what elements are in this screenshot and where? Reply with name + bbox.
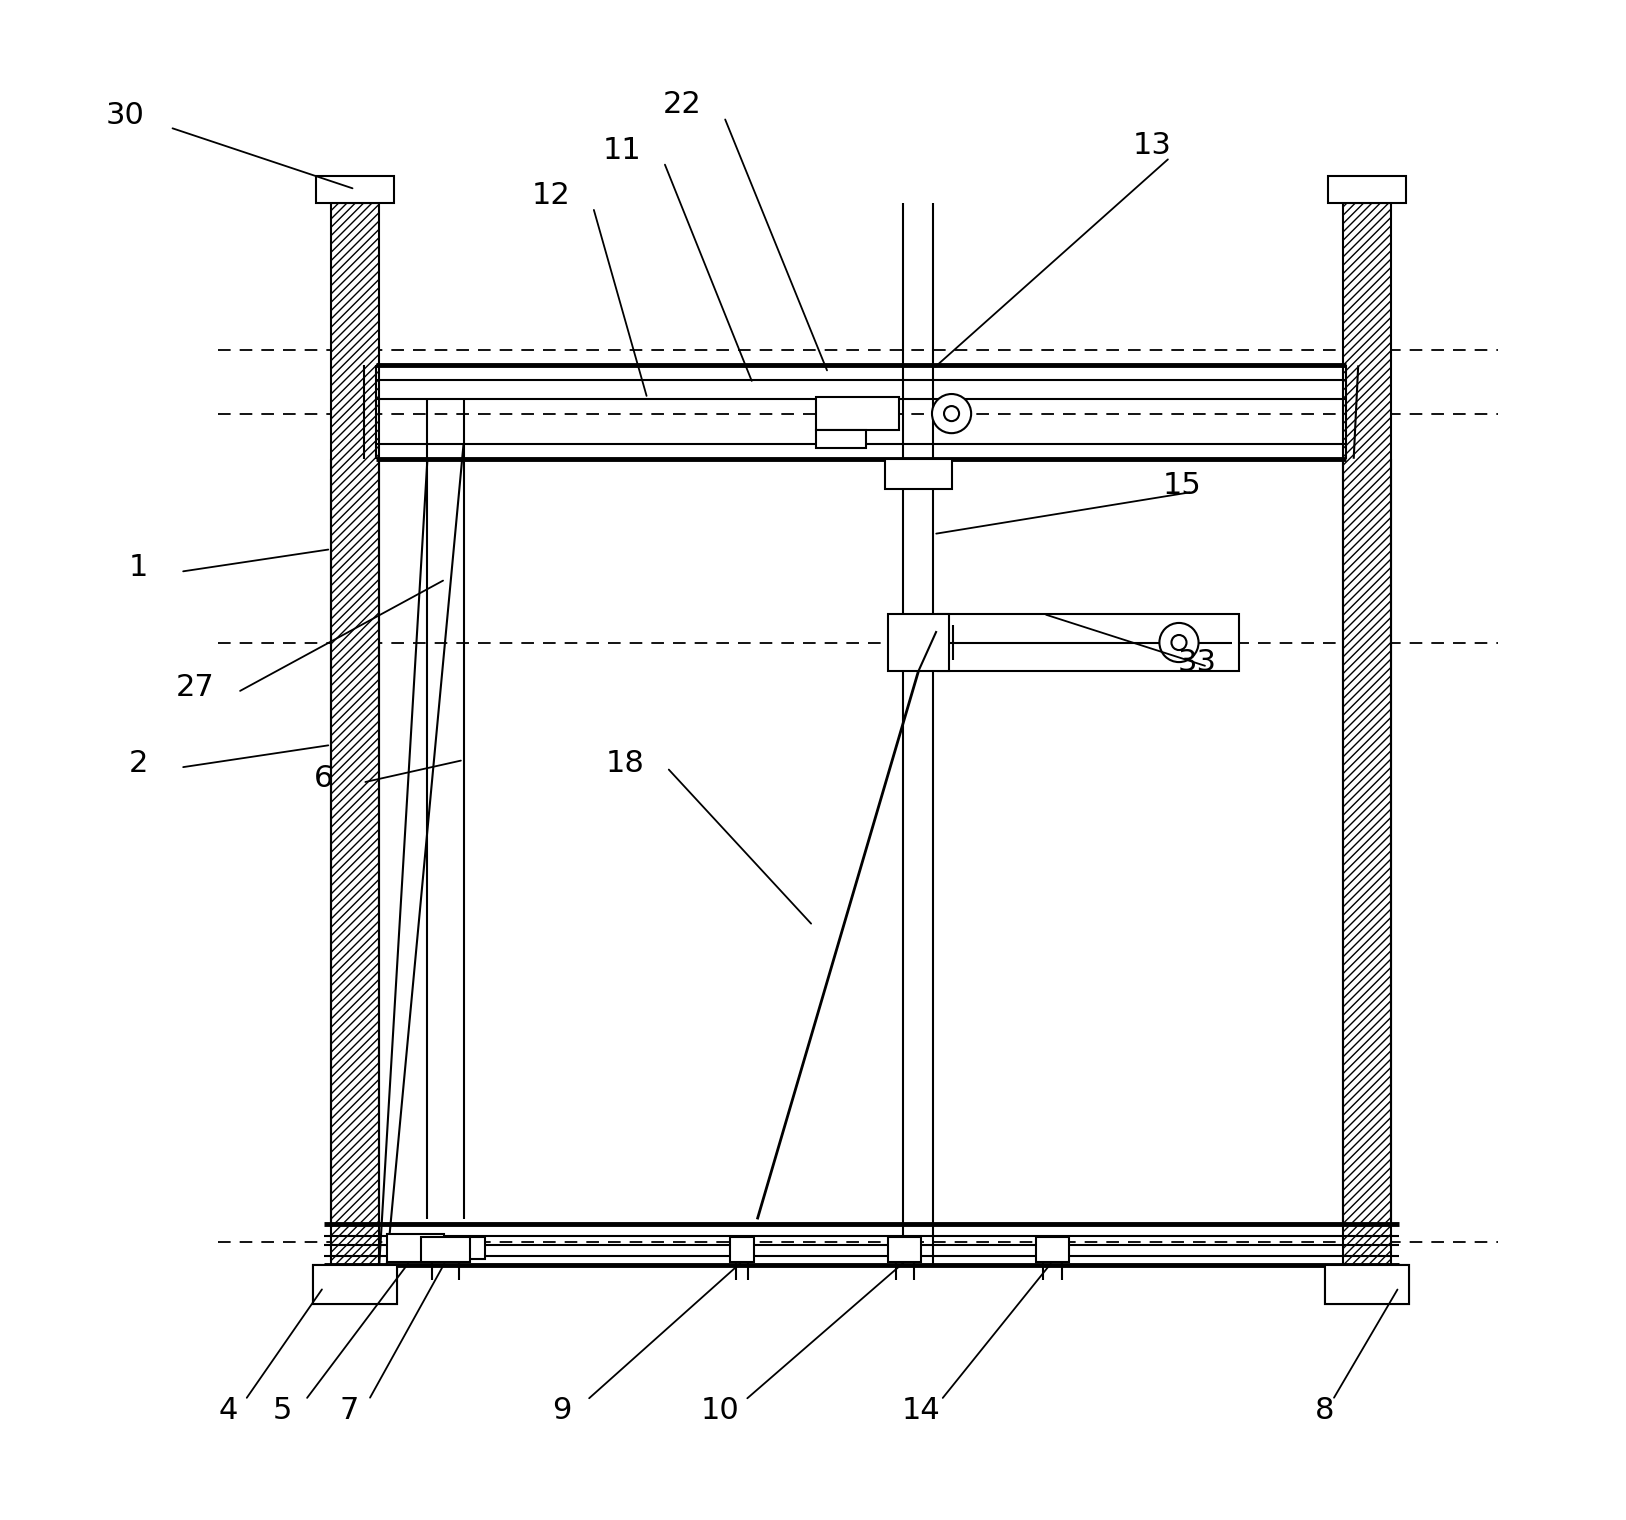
Text: 1: 1 [128, 553, 148, 582]
Text: 13: 13 [1132, 131, 1171, 160]
Bar [816, 397, 899, 430]
Bar [1343, 202, 1392, 1265]
Text: 5: 5 [273, 1397, 293, 1426]
Bar [1328, 176, 1406, 202]
Bar [312, 1265, 397, 1304]
Bar [885, 459, 951, 489]
Text: 11: 11 [602, 135, 641, 164]
Text: 18: 18 [605, 748, 644, 778]
Bar [1036, 1237, 1068, 1262]
Bar [730, 1237, 754, 1262]
Bar [1325, 1265, 1410, 1304]
Bar [315, 176, 393, 202]
Bar [1325, 1265, 1410, 1304]
Bar [816, 430, 865, 448]
Bar [312, 1265, 397, 1304]
Bar [888, 1237, 922, 1262]
Text: 30: 30 [106, 100, 145, 129]
Text: 22: 22 [662, 90, 701, 120]
Circle shape [1171, 635, 1187, 651]
Bar [332, 202, 379, 1265]
Text: 14: 14 [902, 1397, 941, 1426]
Bar [888, 614, 948, 672]
Text: 6: 6 [314, 763, 333, 792]
Text: 4: 4 [220, 1397, 239, 1426]
Bar [387, 1234, 444, 1262]
Text: 12: 12 [532, 181, 571, 210]
Text: 27: 27 [176, 673, 215, 702]
Circle shape [1159, 623, 1198, 663]
Bar [938, 614, 1239, 672]
Text: 33: 33 [1177, 648, 1216, 676]
Text: 7: 7 [340, 1397, 359, 1426]
Text: 2: 2 [128, 748, 148, 778]
Text: 15: 15 [1163, 471, 1202, 500]
Text: 9: 9 [551, 1397, 571, 1426]
Text: 10: 10 [701, 1397, 738, 1426]
Bar [467, 1237, 485, 1259]
Circle shape [932, 394, 971, 433]
Bar [421, 1237, 470, 1262]
Text: 8: 8 [1315, 1397, 1335, 1426]
Circle shape [945, 406, 959, 421]
